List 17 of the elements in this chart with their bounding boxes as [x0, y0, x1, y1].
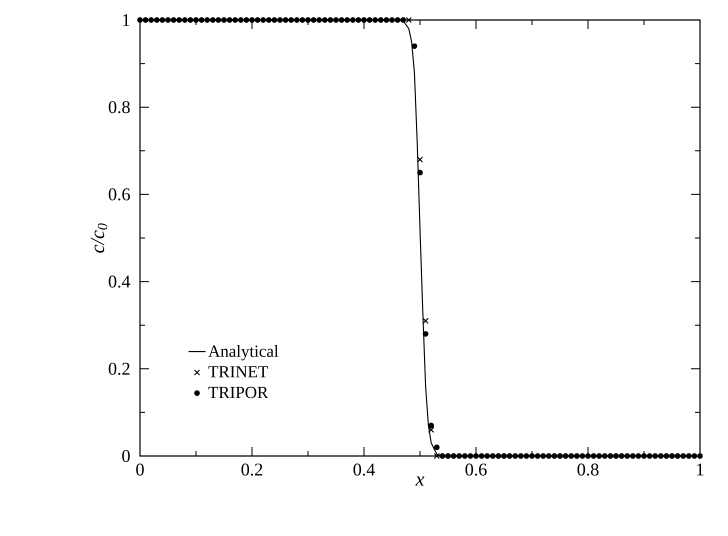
legend-label: Analytical	[208, 344, 278, 360]
legend-label: TRIPOR	[208, 386, 268, 398]
y-tick-label: 0.2	[108, 362, 130, 375]
legend-label: TRINET	[208, 366, 268, 378]
x-tick-label: 0	[136, 464, 144, 476]
x-tick-label: 1	[697, 464, 704, 476]
x-axis-title: x	[415, 476, 424, 486]
y-tick-label: 0.6	[108, 188, 130, 200]
y-axis-title: c/c$_{0}$	[90, 223, 108, 253]
x-tick-label: 0.4	[353, 464, 375, 476]
y-tick-label: 1	[123, 14, 130, 26]
y-tick-label: 0	[122, 450, 130, 462]
y-tick-label: 0.8	[108, 101, 130, 114]
x-tick-label: 0.8	[577, 464, 599, 476]
x-tick-label: 0.6	[465, 464, 487, 476]
x-tick-label: 0.2	[241, 464, 262, 476]
y-tick-label: 0.4	[108, 276, 130, 288]
